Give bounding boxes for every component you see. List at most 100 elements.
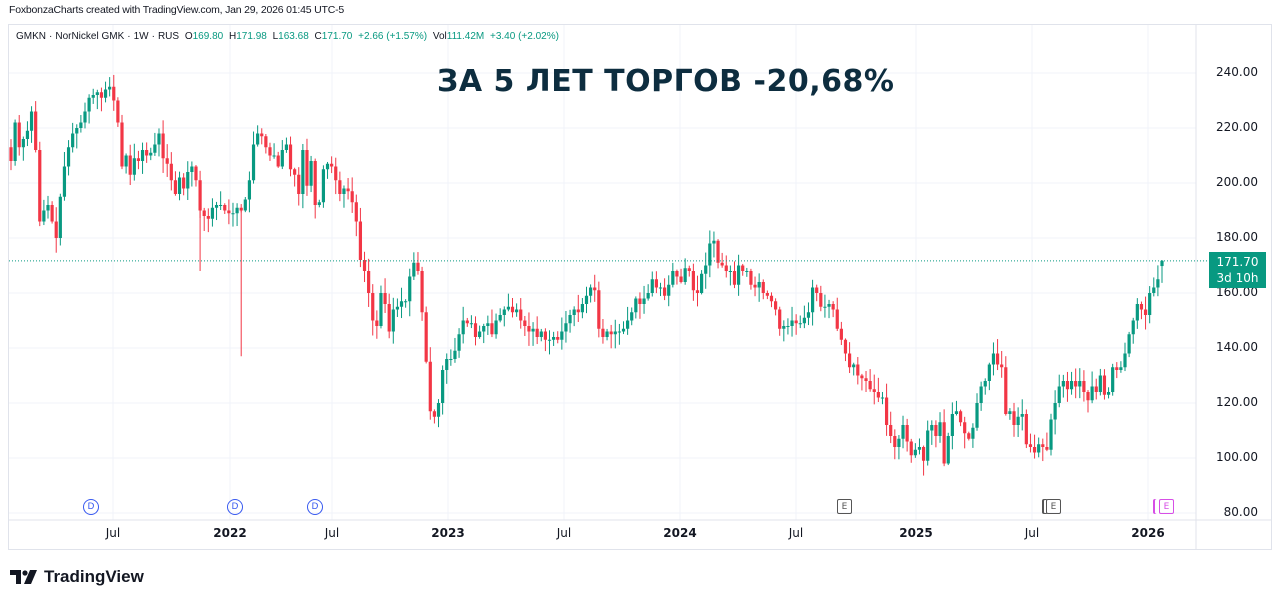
candle-body <box>13 122 17 161</box>
candle-body <box>325 163 330 170</box>
legend-volume-change: +3.40 (+2.02%) <box>490 31 559 42</box>
candle-body <box>428 361 432 412</box>
last-price-value: 171.70 <box>1216 255 1259 269</box>
candle-body <box>934 425 938 436</box>
candle-body <box>523 320 527 326</box>
tradingview-logo[interactable]: TradingView <box>10 567 144 587</box>
candle-body <box>769 295 774 302</box>
candle-body <box>786 326 790 327</box>
dividend-marker-icon[interactable]: D <box>227 499 243 515</box>
candle-body <box>868 381 872 390</box>
candle-body <box>675 271 679 277</box>
candle-body <box>95 92 99 95</box>
candle-body <box>1008 411 1012 414</box>
candle-body <box>1135 304 1139 321</box>
candle-body <box>572 309 576 315</box>
candle-body <box>506 306 510 310</box>
candle-body <box>621 328 626 332</box>
candle-body <box>864 378 868 381</box>
candle-body <box>498 315 502 321</box>
candle-body <box>757 282 761 288</box>
legend-interval: 1W <box>133 31 149 42</box>
candle-body <box>1041 444 1045 447</box>
candle-body <box>732 271 737 285</box>
candle-body <box>416 262 420 271</box>
candle-body <box>782 326 786 329</box>
legend-open: 169.80 <box>192 31 224 42</box>
candle-body <box>843 339 848 354</box>
candle-body <box>350 191 354 203</box>
candle-body <box>1127 334 1131 354</box>
candle-body <box>1065 381 1070 390</box>
candle-body <box>235 207 239 214</box>
candle-body <box>1086 392 1090 401</box>
candle-body <box>539 331 543 337</box>
candle-body <box>712 240 716 244</box>
earnings-marker-icon[interactable]: E <box>1046 499 1061 514</box>
candle-body <box>140 150 145 161</box>
candle-body <box>679 276 683 282</box>
upcoming-earnings-marker-icon[interactable]: E <box>1159 499 1174 514</box>
time-tick-label: Jul <box>105 526 121 540</box>
bar-countdown: 3d 10h <box>1216 271 1259 285</box>
legend-change: +2.66 (+1.57%) <box>358 31 428 42</box>
candle-body <box>593 287 597 291</box>
candle-body <box>453 350 457 359</box>
candle-body <box>243 199 247 211</box>
candle-body <box>379 293 383 326</box>
legend-name: NorNickel GMK <box>55 31 125 42</box>
candle-body <box>901 425 905 439</box>
legend-separator: · <box>49 31 53 42</box>
earnings-marker-icon[interactable]: E <box>837 499 852 514</box>
candle-body <box>609 331 613 335</box>
legend-high: 171.98 <box>236 31 267 42</box>
candle-body <box>917 447 922 450</box>
legend-symbol[interactable]: GMKN <box>16 31 46 42</box>
candle-body <box>391 309 395 332</box>
candle-body <box>716 240 720 263</box>
candle-body <box>1090 386 1094 401</box>
legend-close: 171.70 <box>321 31 353 42</box>
candle-body <box>1032 447 1037 453</box>
candle-body <box>983 381 987 387</box>
candle-body <box>847 353 852 368</box>
candle-body <box>815 287 819 293</box>
time-tick-label: 2023 <box>431 526 465 540</box>
time-tick-label: Jul <box>324 526 340 540</box>
candle-body <box>46 205 50 211</box>
candle-body <box>580 304 584 313</box>
candle-body <box>54 221 58 238</box>
candle-body <box>182 177 186 189</box>
candle-body <box>297 174 301 194</box>
legend-high-label: H <box>229 31 237 42</box>
candle-body <box>9 147 13 161</box>
price-tick-label: 200.00 <box>1216 175 1258 189</box>
candle-body <box>938 422 942 436</box>
candle-body <box>897 438 901 447</box>
candle-body <box>510 306 515 313</box>
candle-body <box>375 320 379 326</box>
candle-body <box>658 287 663 289</box>
candle-body <box>478 331 482 337</box>
candle-body <box>280 150 284 167</box>
candle-body <box>198 180 202 211</box>
candle-body <box>839 328 843 340</box>
dividend-marker-icon[interactable]: D <box>83 499 99 515</box>
dividend-marker-icon[interactable]: D <box>307 499 323 515</box>
candle-body <box>153 144 157 153</box>
candle-body <box>103 89 108 98</box>
candle-body <box>465 320 469 324</box>
candle-body <box>420 271 424 313</box>
time-tick-label: 2025 <box>899 526 933 540</box>
candle-body <box>564 323 568 332</box>
candle-body <box>186 172 190 189</box>
candle-body <box>108 86 112 90</box>
candle-body <box>1119 367 1123 370</box>
candle-body <box>884 397 889 425</box>
candle-body <box>79 122 83 128</box>
candle-body <box>856 364 860 376</box>
candle-body <box>116 100 120 123</box>
candle-body <box>708 243 712 266</box>
candle-body <box>132 158 136 175</box>
